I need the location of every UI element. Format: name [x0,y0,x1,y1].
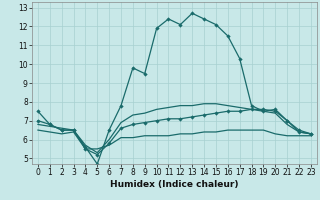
X-axis label: Humidex (Indice chaleur): Humidex (Indice chaleur) [110,180,239,189]
